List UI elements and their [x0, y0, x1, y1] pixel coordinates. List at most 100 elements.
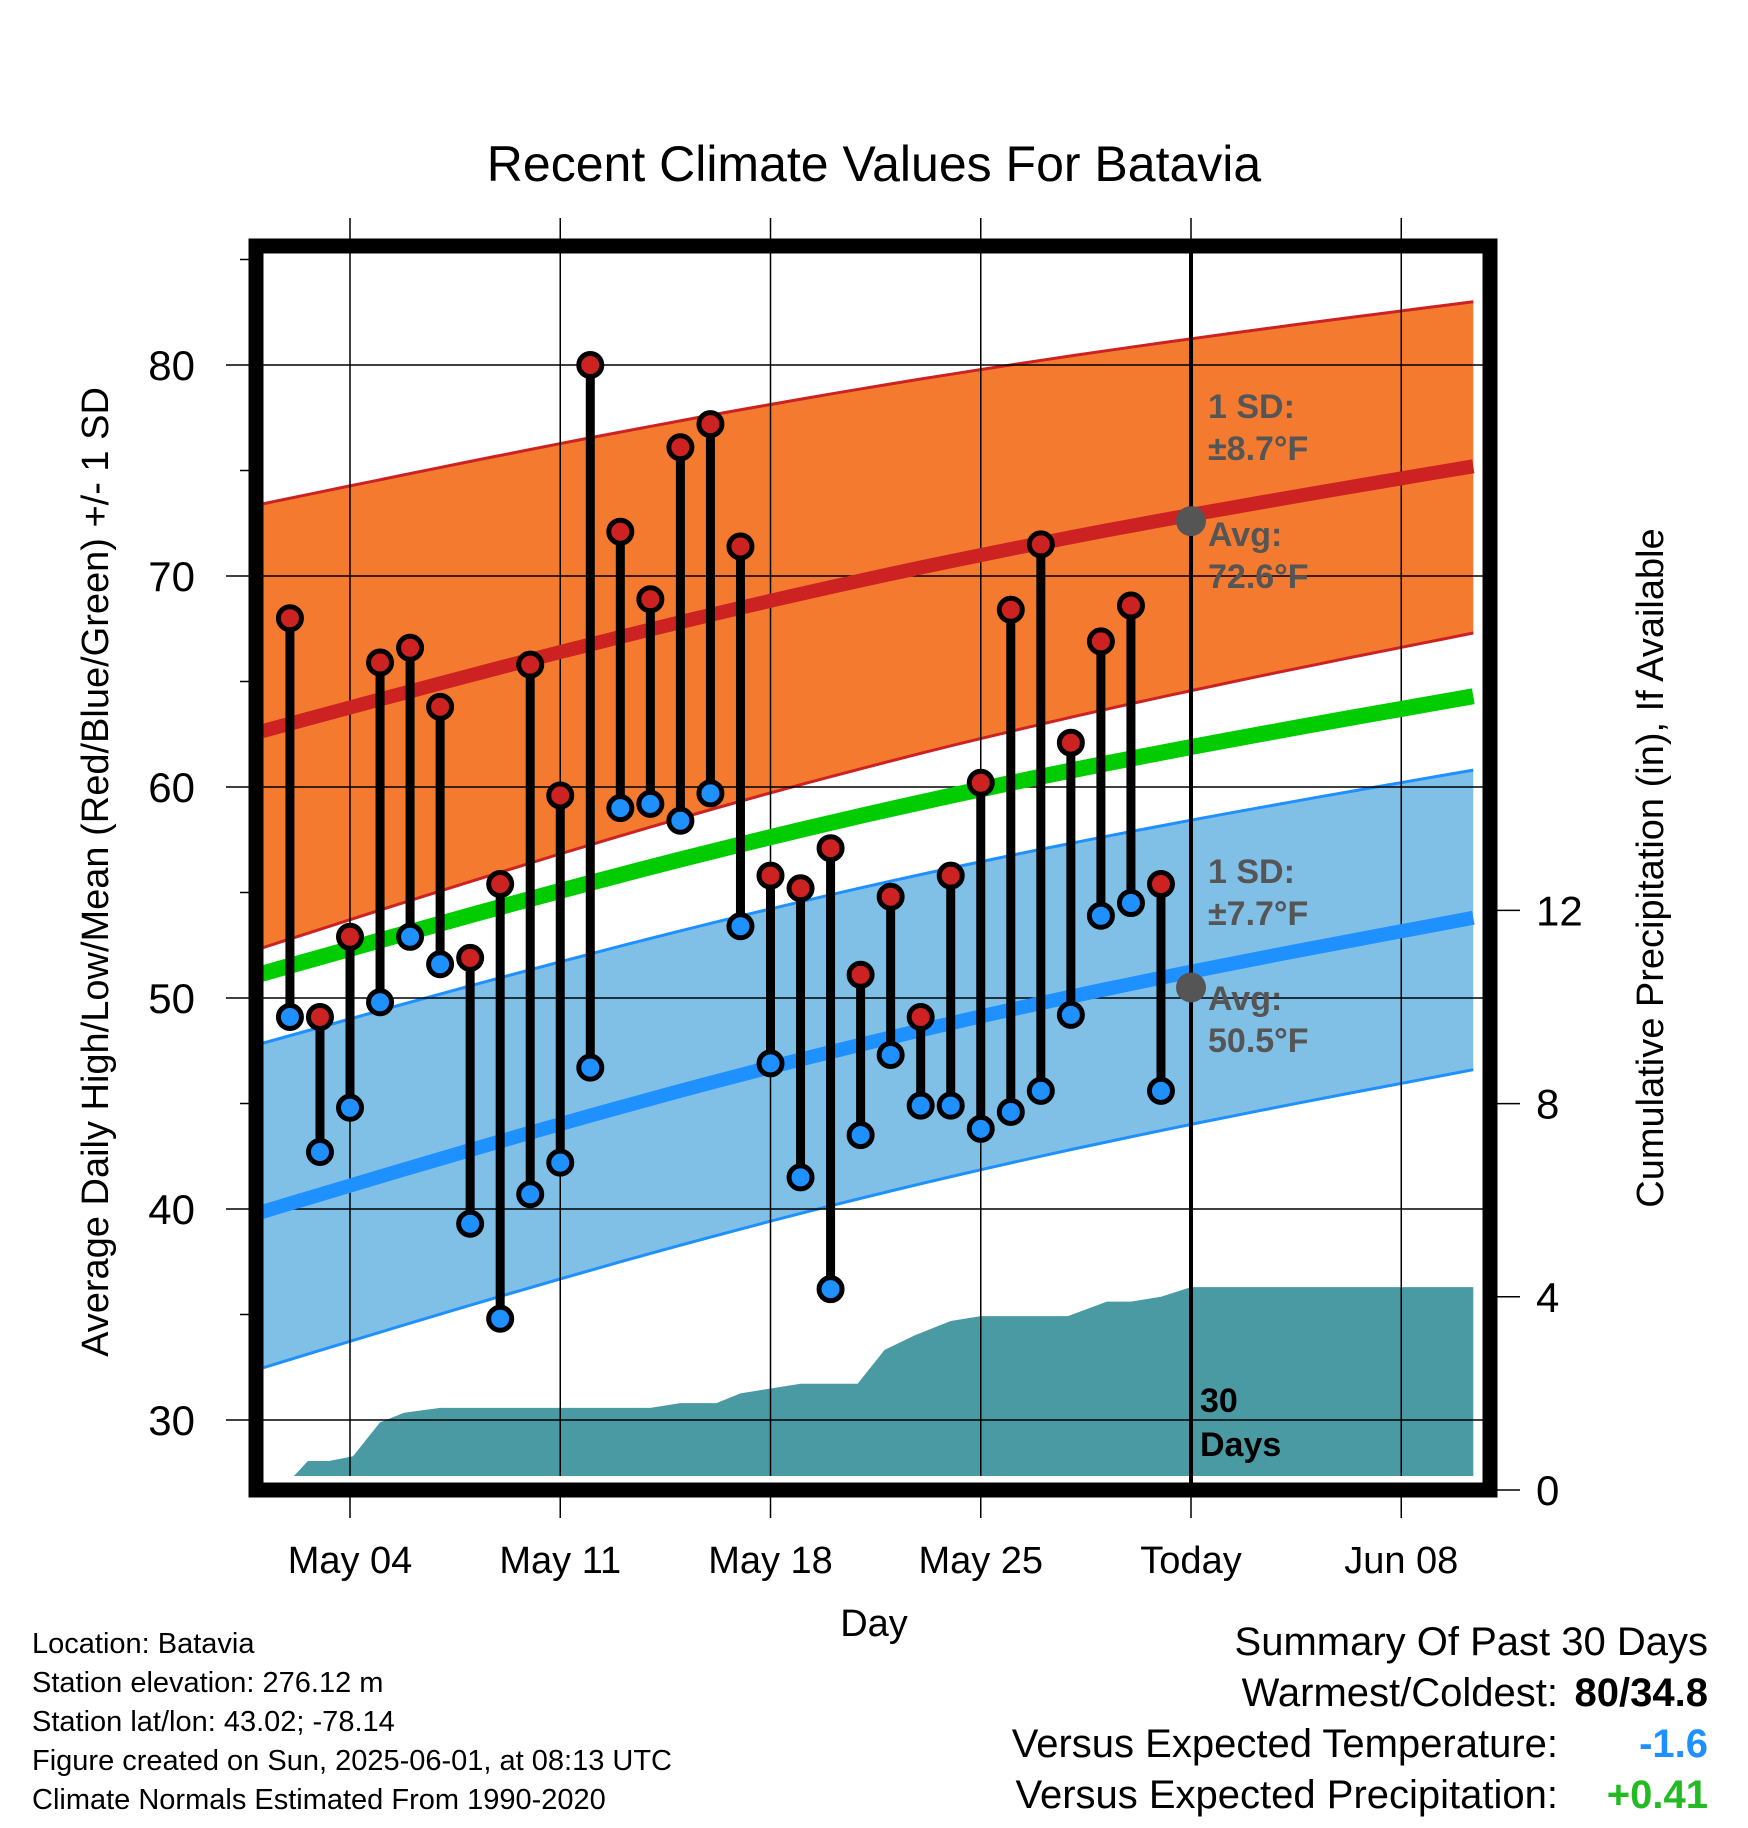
- precip-area: [293, 1287, 1474, 1476]
- daily-high-point: [396, 633, 425, 662]
- temp-anomaly-value: -1.6: [1639, 1722, 1708, 1766]
- y-tick-label: 50: [148, 975, 195, 1022]
- daily-high-point: [1146, 870, 1175, 899]
- daily-high-point: [966, 768, 995, 797]
- daily-low-point: [1056, 1000, 1085, 1029]
- chart-title: Recent Climate Values For Batavia: [487, 136, 1262, 192]
- daily-high-point: [1026, 530, 1055, 559]
- summary-title: Summary Of Past 30 Days: [1234, 1620, 1708, 1664]
- temp-anomaly-label: Versus Expected Temperature:: [1011, 1722, 1558, 1766]
- location-text: Location: Batavia: [32, 1628, 255, 1660]
- daily-high-point: [546, 781, 575, 810]
- y-tick-label: 60: [148, 764, 195, 811]
- daily-low-point: [576, 1053, 605, 1082]
- plot-frame: [248, 238, 1498, 1498]
- daily-low-point: [666, 806, 695, 835]
- daily-low-point: [606, 794, 635, 823]
- daily-high-point: [906, 1002, 935, 1031]
- elevation-text: Station elevation: 276.12 m: [32, 1667, 384, 1699]
- today-low-avg-marker: [1176, 972, 1207, 1003]
- high-sd-label: 1 SD:: [1208, 388, 1295, 426]
- daily-low-point: [396, 922, 425, 951]
- latlon-text: Station lat/lon: 43.02; -78.14: [32, 1706, 395, 1738]
- high-minus-sd-line: [256, 631, 1474, 952]
- daily-high-point: [336, 922, 364, 951]
- daily-low-point: [275, 1002, 304, 1031]
- low-sd-label: 1 SD:: [1208, 853, 1295, 891]
- daily-high-point: [1086, 627, 1115, 656]
- low-avg-label: Avg:: [1208, 980, 1282, 1018]
- high-avg-label: Avg:: [1208, 516, 1282, 554]
- daily-high-point: [726, 532, 755, 561]
- x-tick-label: Today: [1140, 1540, 1241, 1582]
- daily-low-point: [366, 988, 395, 1017]
- high-avg-line: [256, 459, 1475, 741]
- x-axis-label: Day: [840, 1603, 908, 1645]
- y2-axis-label: Cumulative Precipitation (in), If Availa…: [1630, 528, 1672, 1207]
- daily-low-point: [305, 1138, 334, 1167]
- daily-high-point: [426, 692, 455, 721]
- daily-low-point: [966, 1114, 995, 1143]
- precip-anomaly-value: +0.41: [1606, 1773, 1708, 1817]
- y2-tick-label: 12: [1536, 887, 1583, 934]
- y-tick-label: 30: [148, 1397, 195, 1444]
- daily-high-point: [996, 595, 1025, 624]
- daily-low-point: [426, 950, 455, 979]
- daily-high-point: [275, 604, 304, 633]
- daily-high-point: [636, 585, 665, 614]
- daily-low-point: [1116, 889, 1145, 918]
- daily-low-point: [906, 1091, 935, 1120]
- daily-high-point: [456, 943, 485, 972]
- high-avg-value: 72.6°F: [1208, 558, 1309, 596]
- x-tick-label: May 11: [499, 1540, 621, 1582]
- y-axis-label: Average Daily High/Low/Mean (Red/Blue/Gr…: [75, 387, 117, 1357]
- daily-low-point: [1026, 1076, 1055, 1105]
- daily-low-point: [636, 789, 665, 818]
- warmest-value: 80/34.8: [1574, 1671, 1708, 1715]
- x-tick-label: May 18: [708, 1540, 833, 1582]
- high-plus-sd-line: [256, 300, 1474, 507]
- daily-high-point: [846, 960, 875, 989]
- y-tick-label: 80: [148, 342, 195, 389]
- y-tick-label: 70: [148, 553, 195, 600]
- warmest-label: Warmest/Coldest:: [1241, 1671, 1558, 1715]
- daily-low-point: [486, 1304, 515, 1333]
- daily-low-point: [756, 1049, 785, 1078]
- daily-high-point: [516, 650, 545, 679]
- daily-low-point: [846, 1121, 875, 1150]
- y2-tick-label: 8: [1536, 1081, 1559, 1128]
- daily-high-point: [756, 861, 785, 890]
- daily-low-point: [516, 1180, 545, 1209]
- low-sd-value: ±7.7°F: [1208, 895, 1308, 933]
- daily-high-point: [1056, 728, 1085, 757]
- daily-low-point: [936, 1091, 965, 1120]
- low-avg-value: 50.5°F: [1208, 1022, 1309, 1060]
- daily-high-point: [696, 410, 725, 439]
- daily-high-point: [936, 861, 965, 890]
- daily-high-point: [366, 648, 395, 677]
- y2-tick-label: 4: [1536, 1274, 1559, 1321]
- y-tick-label: 40: [148, 1186, 195, 1233]
- x-tick-label: May 25: [918, 1540, 1043, 1582]
- daily-low-point: [336, 1093, 364, 1122]
- days-count: 30: [1200, 1382, 1238, 1420]
- daily-low-point: [786, 1163, 815, 1192]
- daily-high-point: [576, 351, 605, 379]
- daily-high-point: [606, 517, 635, 546]
- x-tick-label: May 04: [288, 1540, 413, 1582]
- normals-text: Climate Normals Estimated From 1990-2020: [32, 1784, 606, 1816]
- daily-low-point: [816, 1275, 845, 1304]
- high-sd-value: ±8.7°F: [1208, 430, 1308, 468]
- summary-precip-row: Versus Expected Precipitation: +0.41: [1012, 1770, 1708, 1821]
- today-high-avg-marker: [1176, 506, 1207, 537]
- precip-anomaly-label: Versus Expected Precipitation:: [1015, 1773, 1558, 1817]
- days-label: Days: [1200, 1426, 1281, 1464]
- daily-low-point: [876, 1040, 905, 1069]
- summary-panel: Summary Of Past 30 Days Warmest/Coldest:…: [1012, 1617, 1708, 1821]
- daily-high-point: [1116, 591, 1145, 620]
- daily-high-point: [876, 882, 905, 911]
- daily-high-point: [816, 834, 845, 863]
- daily-high-point: [486, 870, 515, 899]
- daily-low-point: [726, 912, 755, 941]
